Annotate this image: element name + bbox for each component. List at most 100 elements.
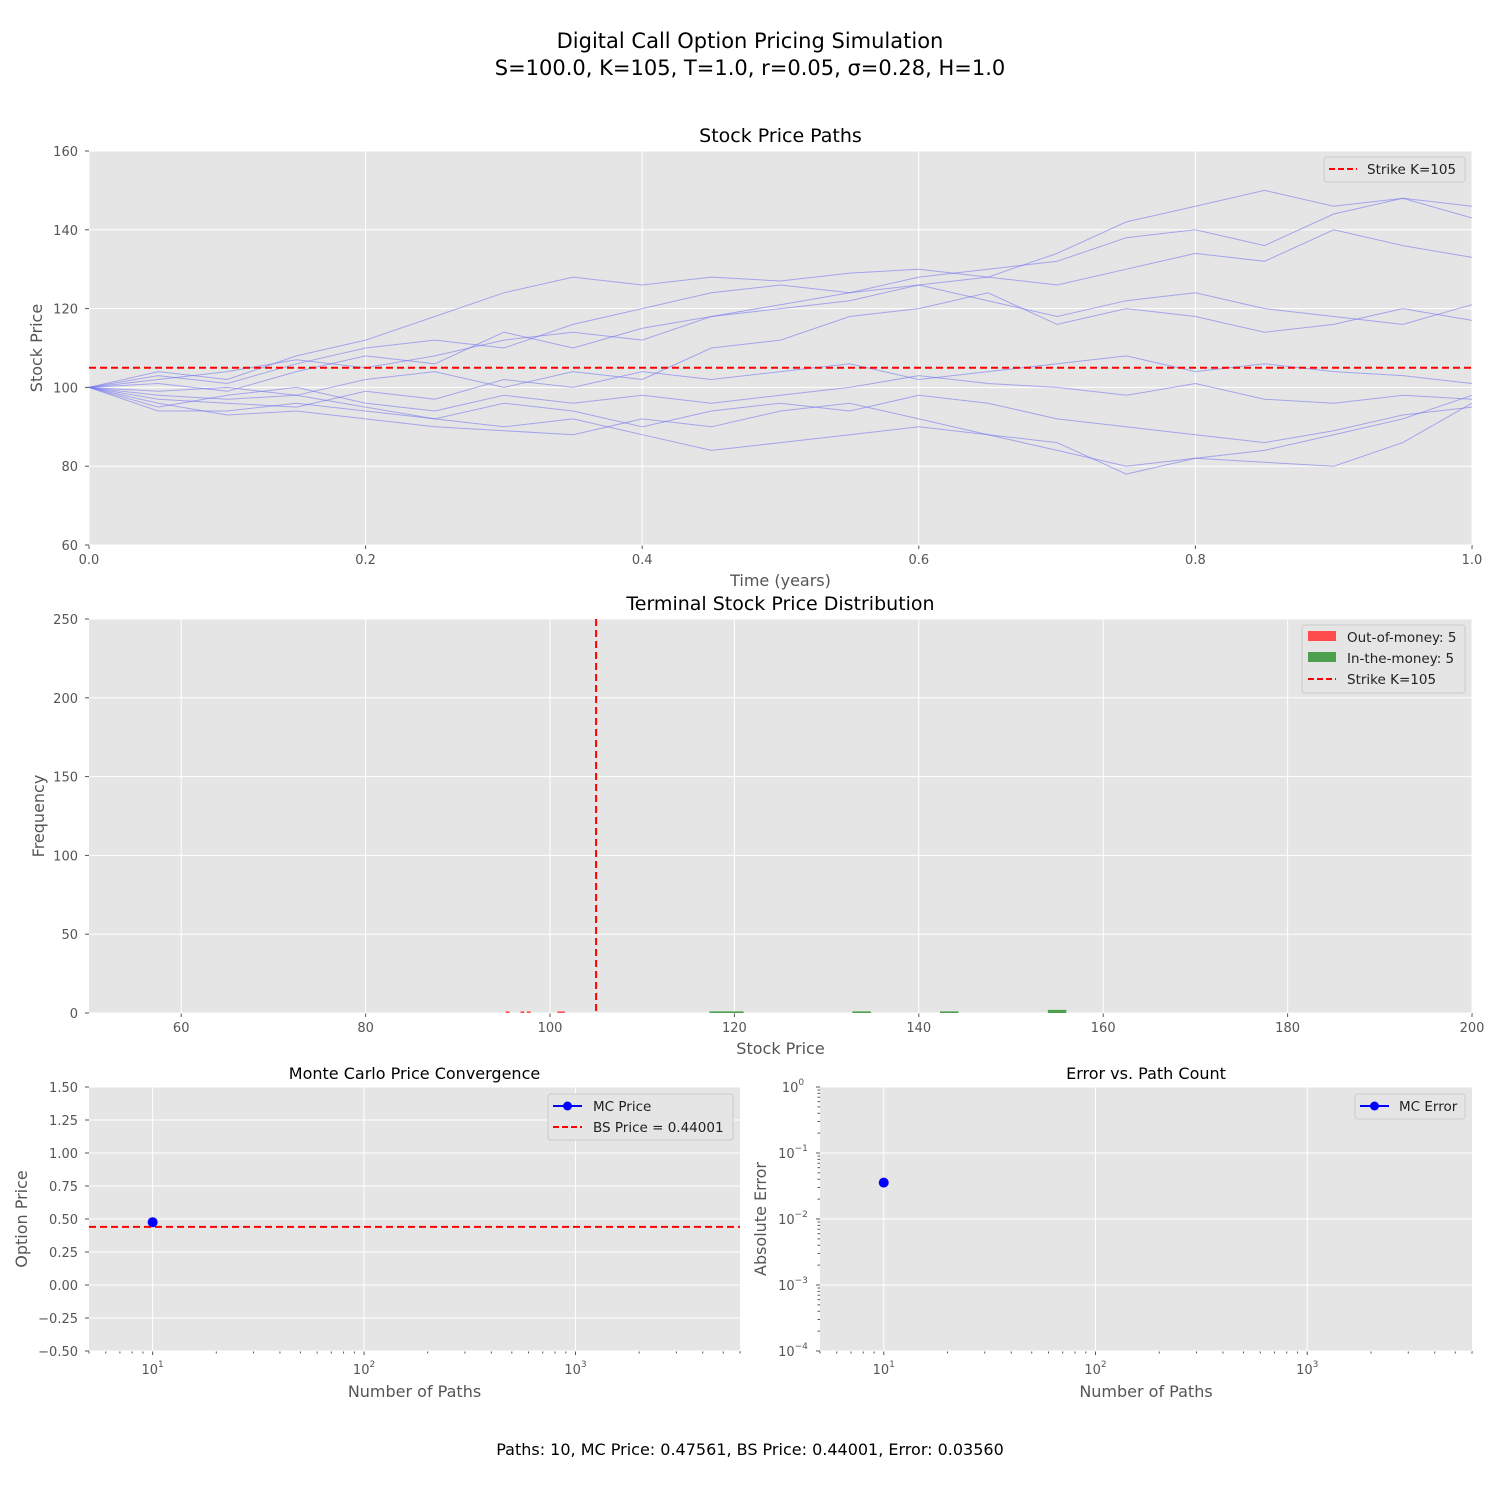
- figure-title-line2: S=100.0, K=105, T=1.0, r=0.05, σ=0.28, H…: [495, 56, 1006, 80]
- conv-ytick-label: −0.50: [38, 1345, 78, 1360]
- err-legend-box: [1354, 1093, 1466, 1120]
- paths-ytick-label: 100: [53, 381, 78, 396]
- price-path-line: [88, 189, 1473, 388]
- conv-ytick-label: 1.00: [49, 1147, 78, 1162]
- hist-xtick-label: 60: [173, 1021, 190, 1036]
- mc-error-point: [878, 1177, 889, 1188]
- conv-xtick-label: 103: [564, 1360, 586, 1378]
- paths-ytick-label: 80: [61, 460, 78, 475]
- err-ytick-label: 10−4: [778, 1342, 808, 1360]
- price-path-line: [88, 386, 1473, 444]
- err-title: Error vs. Path Count: [1066, 1064, 1226, 1083]
- itm-bar: [709, 1011, 744, 1013]
- paths-xtick-label: 0.2: [355, 553, 376, 568]
- otm-bar: [557, 1011, 562, 1013]
- price-path-line: [88, 284, 1473, 392]
- hist-xtick-label: 100: [538, 1021, 563, 1036]
- hist-xtick-label: 140: [906, 1021, 931, 1036]
- conv-ytick-label: −0.25: [38, 1312, 78, 1327]
- err-xtick-label: 101: [873, 1360, 895, 1378]
- err-xtick-label: 103: [1296, 1360, 1318, 1378]
- itm-bar: [852, 1011, 871, 1013]
- paths-ytick-label: 60: [61, 539, 78, 554]
- hist-xtick-label: 120: [722, 1021, 747, 1036]
- itm-bar: [1047, 1009, 1067, 1013]
- conv-title: Monte Carlo Price Convergence: [289, 1064, 540, 1083]
- paths-xtick-label: 0.0: [79, 553, 100, 568]
- conv-ytick-label: 0.75: [49, 1180, 78, 1195]
- paths-xtick-label: 0.4: [632, 553, 653, 568]
- paths-xtick-label: 1.0: [1462, 553, 1483, 568]
- hist-xtick-label: 160: [1091, 1021, 1116, 1036]
- paths-ytick-label: 140: [53, 224, 78, 239]
- hist-ytick-label: 0: [70, 1007, 78, 1022]
- hist-ylabel: Frequency: [29, 775, 48, 858]
- conv-legend-mc-label: MC Price: [593, 1099, 651, 1115]
- err-legend-label: MC Error: [1399, 1099, 1458, 1115]
- hist-xlabel: Stock Price: [736, 1039, 824, 1058]
- err-ytick-label: 10−1: [778, 1144, 808, 1162]
- paths-legend: Strike K=105: [1323, 156, 1466, 183]
- conv-legend-box: [547, 1093, 734, 1141]
- conv-ytick-label: 0.00: [49, 1279, 78, 1294]
- stock-price-paths-chart: 0.0 0.2 0.4 0.6 0.8 1.0 60 80 100 120 140 160 Stock …: [27, 125, 1482, 590]
- paths-xtick-label: 0.6: [908, 553, 929, 568]
- hist-legend-itm-label: In-the-money: 5: [1347, 651, 1454, 667]
- conv-ytick-label: 0.50: [49, 1213, 78, 1228]
- hist-legend-box: [1301, 624, 1466, 694]
- conv-xtick-label: 102: [353, 1360, 375, 1378]
- paths-ylabel: Stock Price: [27, 304, 46, 392]
- conv-ytick-label: 0.25: [49, 1246, 78, 1261]
- price-path-line: [88, 386, 1473, 475]
- paths-title: Stock Price Paths: [699, 125, 862, 147]
- paths-legend-box: [1323, 156, 1466, 183]
- hist-title: Terminal Stock Price Distribution: [625, 593, 934, 615]
- price-path-line: [88, 386, 1473, 467]
- paths-ytick-label: 160: [53, 145, 78, 160]
- figure-title-line1: Digital Call Option Pricing Simulation: [557, 29, 944, 53]
- paths-ytick-label: 120: [53, 303, 78, 318]
- price-path-line: [88, 355, 1473, 408]
- conv-legend-bs-label: BS Price = 0.44001: [593, 1120, 724, 1136]
- mc-price-point: [147, 1217, 158, 1228]
- hist-ytick-label: 150: [53, 771, 78, 786]
- price-path-line: [88, 292, 1473, 396]
- footer-summary: Paths: 10, MC Price: 0.47561, BS Price: …: [496, 1440, 1004, 1459]
- conv-legend-mc-marker: [563, 1101, 572, 1111]
- conv-ytick-label: 1.25: [49, 1114, 78, 1129]
- price-path-line: [88, 197, 1473, 388]
- err-xtick-label: 102: [1084, 1360, 1106, 1378]
- conv-ytick-label: 1.50: [49, 1081, 78, 1096]
- err-ytick-label: 10−3: [778, 1276, 808, 1294]
- conv-ylabel: Option Price: [12, 1170, 31, 1268]
- err-legend-marker: [1370, 1101, 1379, 1111]
- hist-legend-otm-label: Out-of-money: 5: [1347, 630, 1456, 646]
- conv-xlabel: Number of Paths: [348, 1382, 481, 1401]
- hist-xtick-label: 80: [357, 1021, 374, 1036]
- hist-xtick-label: 180: [1275, 1021, 1300, 1036]
- err-ytick-label: 10−2: [778, 1210, 808, 1228]
- terminal-distribution-chart: 60 80 100 120 140 160 180 200 0 50 100 150 200 250 Ter…: [29, 593, 1484, 1058]
- hist-legend-strike-label: Strike K=105: [1347, 672, 1436, 688]
- otm-bar: [520, 1011, 525, 1013]
- err-legend: MC Error: [1354, 1093, 1466, 1120]
- otm-bar: [505, 1011, 510, 1013]
- paths-xtick-label: 0.8: [1185, 553, 1206, 568]
- mc-convergence-chart: 101 102 103 −0.50 −0.25 0.00 0.25 0.50 0.75 1.00 1…: [12, 1064, 741, 1401]
- err-ylabel: Absolute Error: [751, 1162, 770, 1276]
- hist-ytick-label: 50: [61, 928, 78, 943]
- itm-bar: [940, 1011, 959, 1013]
- paths-plot-area: [89, 151, 1472, 545]
- err-xlabel: Number of Paths: [1079, 1382, 1212, 1401]
- conv-xtick-label: 101: [142, 1360, 164, 1378]
- paths-legend-strike-label: Strike K=105: [1367, 162, 1456, 178]
- price-path-line: [88, 229, 1473, 388]
- err-ytick-label: 100: [782, 1078, 805, 1096]
- paths-xlabel: Time (years): [729, 571, 831, 590]
- otm-bar: [526, 1011, 531, 1013]
- hist-plot-area: [89, 619, 1472, 1013]
- error-vs-paths-chart: 101 102 103 10−4 10−3 10−2 10−1 100 Error vs. Pa…: [751, 1064, 1473, 1401]
- hist-legend: Out-of-money: 5 In-the-money: 5 Strike K=1…: [1301, 624, 1466, 694]
- hist-ytick-label: 200: [53, 692, 78, 707]
